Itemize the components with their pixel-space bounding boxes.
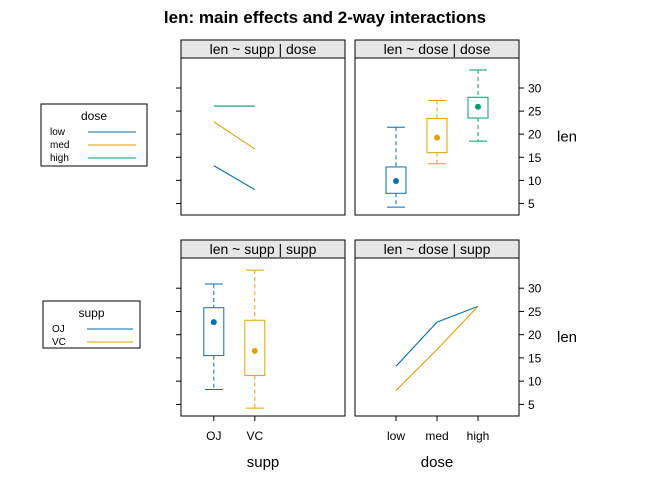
x-axis-label: dose <box>421 454 454 471</box>
x-axis-label: supp <box>247 454 280 471</box>
strip-label: len ~ supp | supp <box>210 241 317 257</box>
y-tick-label: 20 <box>528 328 542 342</box>
y-tick-label: 30 <box>528 282 542 296</box>
y-tick-label: 5 <box>528 398 535 412</box>
box <box>426 117 448 154</box>
panel-frame <box>354 57 520 216</box>
median-dot <box>210 319 217 326</box>
y-axis-label: len <box>557 329 577 346</box>
panel-frame <box>180 57 346 216</box>
axes-layer: OJ VC supp low med high dose <box>206 416 489 471</box>
median-dot <box>393 178 399 185</box>
legends-layer: dose low med high supp OJ VC <box>40 103 148 349</box>
legend-label: OJ <box>52 324 65 335</box>
chart-title: len: main effects and 2-way interactions <box>164 8 486 27</box>
y-tick-label: 30 <box>528 82 542 96</box>
legend-label: med <box>50 140 69 151</box>
x-tick-label: OJ <box>206 429 221 443</box>
x-tick-label: med <box>425 429 448 443</box>
boxplot-high <box>467 69 489 142</box>
legend-label: high <box>50 153 69 164</box>
y-tick-label: 15 <box>528 151 542 165</box>
panel-2: len ~ dose | dose 5 10 15 20 25 30 len <box>354 39 577 216</box>
boxplot-low <box>385 126 407 208</box>
median-dot <box>475 103 481 110</box>
panel-4: len ~ dose | supp 5 10 15 20 25 30 len <box>354 239 577 417</box>
boxplot-VC <box>244 269 266 409</box>
y-tick-label: 20 <box>528 128 542 142</box>
strip-label: len ~ dose | dose <box>384 41 491 57</box>
legend-supp: supp OJ VC <box>42 300 141 349</box>
legend-dose: dose low med high <box>40 103 148 167</box>
panel-1: len ~ supp | dose <box>176 39 346 216</box>
y-tick-label: 5 <box>528 197 535 211</box>
panel-frame <box>180 257 346 417</box>
series-line-med <box>213 121 256 150</box>
y-tick-label: 10 <box>528 174 542 188</box>
legend-label: low <box>50 127 66 138</box>
x-tick-label: low <box>387 429 405 443</box>
boxplot-med <box>426 99 448 165</box>
x-tick-label: VC <box>246 429 263 443</box>
box <box>244 319 266 377</box>
series-line-VC <box>395 305 479 391</box>
panels-layer: len ~ supp | dose len ~ dose | dose 5 10 15 2… <box>176 39 577 417</box>
legend-title: supp <box>78 306 104 320</box>
legend-title: dose <box>81 109 107 123</box>
median-dot <box>251 347 258 354</box>
series-line-low <box>213 165 256 191</box>
series-line-OJ <box>395 305 479 367</box>
y-axis-label: len <box>557 129 577 146</box>
box <box>385 166 407 194</box>
legend-frame <box>42 300 141 349</box>
strip-label: len ~ dose | supp <box>384 241 491 257</box>
legend-frame <box>40 103 148 167</box>
y-tick-label: 15 <box>528 351 542 365</box>
panel-3: len ~ supp | supp <box>176 239 346 417</box>
median-dot <box>434 134 440 141</box>
boxplot-OJ <box>203 283 225 391</box>
y-tick-label: 25 <box>528 105 542 119</box>
y-tick-label: 25 <box>528 305 542 319</box>
x-tick-label: high <box>467 429 490 443</box>
y-tick-label: 10 <box>528 375 542 389</box>
box <box>203 307 225 357</box>
strip-label: len ~ supp | dose <box>210 41 317 57</box>
box <box>467 96 489 119</box>
panel-frame <box>354 257 520 417</box>
legend-label: VC <box>52 337 66 348</box>
